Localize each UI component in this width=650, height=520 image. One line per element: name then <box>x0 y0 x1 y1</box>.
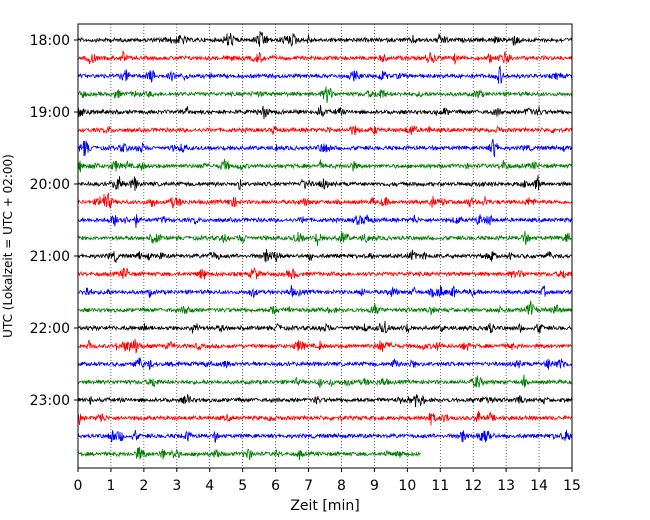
x-axis-ticks: 0 1 2 3 4 5 6 7 8 9 10 11 12 13 14 15 <box>74 468 581 494</box>
x-tick-label: 5 <box>238 478 247 494</box>
x-tick-label: 1 <box>106 478 115 494</box>
x-tick-label: 4 <box>205 478 214 494</box>
y-tick-label: 20:00 <box>30 177 70 193</box>
y-axis-ticks: 18:00 19:00 20:00 21:00 22:00 23:00 <box>30 33 78 409</box>
x-tick-label: 15 <box>563 478 581 494</box>
y-tick-label: 23:00 <box>30 393 70 409</box>
x-axis-label: Zeit [min] <box>290 498 359 514</box>
x-tick-label: 13 <box>497 478 515 494</box>
trace-2315 <box>77 410 573 426</box>
y-axis-label: UTC (Lokalzeit = UTC + 02:00) <box>1 154 15 338</box>
trace-2045 <box>77 230 573 246</box>
x-tick-label: 0 <box>74 478 83 494</box>
trace-2130 <box>77 285 573 299</box>
trace-1930 <box>77 138 573 158</box>
trace-1830 <box>77 65 573 84</box>
vertical-gridlines <box>110 24 540 468</box>
trace-2100 <box>77 249 573 263</box>
x-tick-label: 10 <box>398 478 416 494</box>
x-tick-label: 6 <box>271 478 280 494</box>
x-tick-label: 2 <box>139 478 148 494</box>
trace-1915 <box>77 125 573 136</box>
trace-1800 <box>77 31 573 47</box>
trace-1945 <box>77 158 573 173</box>
trace-1900 <box>77 104 573 120</box>
x-tick-label: 9 <box>370 478 379 494</box>
trace-2115 <box>77 266 573 280</box>
trace-2300 <box>77 394 573 408</box>
trace-2030 <box>77 214 573 229</box>
y-tick-label: 21:00 <box>30 249 70 265</box>
trace-2345 <box>77 447 421 461</box>
trace-2215 <box>77 338 573 354</box>
trace-2200 <box>77 320 573 334</box>
x-tick-label: 3 <box>172 478 181 494</box>
trace-2330 <box>77 429 573 444</box>
seismic-traces <box>77 31 573 461</box>
y-tick-label: 22:00 <box>30 321 70 337</box>
x-tick-label: 14 <box>530 478 548 494</box>
plot-frame <box>77 23 573 469</box>
y-tick-label: 18:00 <box>30 33 70 49</box>
x-tick-label: 11 <box>431 478 449 494</box>
trace-2000 <box>77 175 573 191</box>
trace-2015 <box>77 192 573 209</box>
trace-2230 <box>77 357 573 371</box>
x-tick-label: 12 <box>464 478 482 494</box>
trace-1815 <box>77 50 573 65</box>
trace-1845 <box>77 86 573 104</box>
x-tick-label: 8 <box>337 478 346 494</box>
y-tick-label: 19:00 <box>30 105 70 121</box>
trace-2145 <box>77 300 573 317</box>
trace-2245 <box>77 374 573 389</box>
x-tick-label: 7 <box>304 478 313 494</box>
